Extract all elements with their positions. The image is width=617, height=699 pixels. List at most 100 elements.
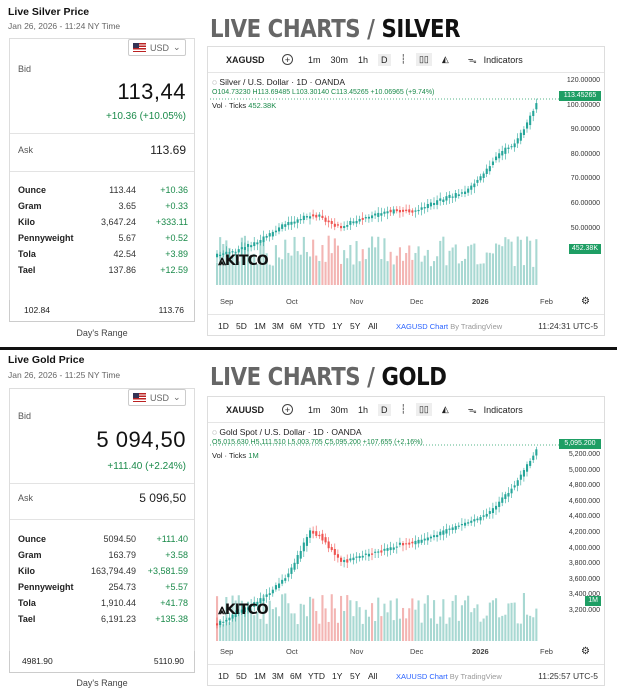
candle	[405, 543, 408, 545]
volume-bar	[454, 244, 457, 285]
volume-bar	[219, 237, 222, 285]
tradingview-credit[interactable]: XAUUSD Chart By TradingView	[396, 672, 502, 681]
volume-bar	[442, 599, 445, 641]
unit-row: Tael 6,191.23 +135.38	[18, 614, 188, 624]
candle-style-icon[interactable]: ▯▯	[415, 53, 432, 66]
range-all[interactable]: All	[368, 671, 378, 681]
candle	[364, 553, 367, 555]
range-ytd[interactable]: YTD	[308, 321, 325, 331]
range-all[interactable]: All	[368, 321, 378, 331]
indicators-button[interactable]: Indicators	[483, 404, 523, 415]
range-ytd[interactable]: YTD	[308, 671, 325, 681]
ask-price: 5 096,50	[139, 491, 186, 505]
candlestick-plot[interactable]	[210, 443, 560, 643]
chart-toolbar: XAGUSD + 1m 30m 1h D ┆ ▯▯ ◭ ᯓ Indicators	[208, 47, 604, 73]
candle	[302, 215, 305, 221]
range-1m[interactable]: 1M	[254, 671, 266, 681]
volume-bar	[367, 616, 370, 641]
range-6m[interactable]: 6M	[290, 321, 302, 331]
area-style-icon[interactable]: ◭	[441, 54, 449, 64]
interval-1m[interactable]: 1m	[308, 404, 321, 415]
gold-chart[interactable]: XAUUSD + 1m 30m 1h D ┆ ▯▯ ◭ ᯓ Indicators…	[207, 396, 605, 686]
candle	[358, 556, 361, 558]
candle	[507, 147, 510, 149]
range-5y[interactable]: 5Y	[350, 321, 361, 331]
range-5y[interactable]: 5Y	[350, 671, 361, 681]
candle	[482, 173, 485, 178]
interval-30m[interactable]: 30m	[330, 404, 349, 415]
chart-clock: 11:25:57 UTC-5	[538, 671, 598, 681]
indicators-button[interactable]: Indicators	[483, 54, 523, 65]
add-symbol-icon[interactable]: +	[282, 404, 293, 415]
candle	[405, 209, 408, 212]
volume-bar	[324, 261, 327, 285]
days-range: 102.84 113.76	[9, 300, 195, 322]
candle	[420, 539, 423, 543]
range-1y[interactable]: 1Y	[332, 671, 343, 681]
volume-bar	[219, 620, 222, 641]
volume-bar	[451, 600, 454, 641]
volume-bar	[526, 236, 529, 285]
area-style-icon[interactable]: ◭	[441, 404, 449, 414]
symbol-search[interactable]: XAUUSD	[226, 404, 265, 415]
candle	[374, 551, 377, 553]
candlestick-plot[interactable]	[210, 95, 560, 285]
price-tick: 3,800.000	[568, 560, 600, 568]
volume-bar	[371, 603, 374, 641]
volume-readout: Vol · Ticks 1M	[212, 451, 259, 460]
volume-bar	[243, 235, 246, 285]
indicators-icon[interactable]: ᯓ	[467, 405, 477, 415]
silver-chart[interactable]: XAGUSD + 1m 30m 1h D ┆ ▯▯ ◭ ᯓ Indicators…	[207, 46, 605, 336]
volume-bar	[408, 608, 411, 641]
time-tick: Sep	[220, 297, 234, 306]
volume-bar	[516, 623, 519, 641]
volume-bar	[240, 237, 243, 285]
candle	[237, 249, 240, 253]
bar-style-icon[interactable]: ┆	[400, 54, 406, 64]
bar-style-icon[interactable]: ┆	[400, 404, 406, 414]
volume-bar	[429, 618, 432, 641]
price-tick: 3,600.000	[568, 575, 600, 583]
range-6m[interactable]: 6M	[290, 671, 302, 681]
volume-bar	[284, 239, 287, 285]
volume-bar	[532, 617, 535, 641]
time-tick: Oct	[286, 297, 298, 306]
candle	[377, 212, 380, 217]
volume-bar	[535, 608, 538, 641]
volume-bar	[324, 608, 327, 641]
silver-headline: LIVE CHARTS / SILVER	[210, 14, 461, 43]
interval-1h[interactable]: 1h	[358, 54, 369, 65]
range-1m[interactable]: 1M	[254, 321, 266, 331]
candle-style-icon[interactable]: ▯▯	[415, 403, 432, 416]
interval-30m[interactable]: 30m	[330, 54, 349, 65]
range-1d[interactable]: 1D	[218, 321, 229, 331]
volume-bar	[237, 261, 240, 285]
symbol-search[interactable]: XAGUSD	[226, 54, 265, 65]
interval-d[interactable]: D	[378, 403, 391, 416]
price-tick: 80.00000	[570, 150, 600, 158]
settings-gear-icon[interactable]: ⚙	[581, 296, 590, 307]
time-tick: Dec	[410, 297, 424, 306]
candle	[408, 542, 411, 545]
price-tick: 3,400.000	[568, 591, 600, 599]
currency-select[interactable]: USD ⌄	[128, 389, 186, 406]
add-symbol-icon[interactable]: +	[282, 54, 293, 65]
settings-gear-icon[interactable]: ⚙	[581, 646, 590, 657]
range-1y[interactable]: 1Y	[332, 321, 343, 331]
candle	[488, 166, 491, 172]
range-5d[interactable]: 5D	[236, 321, 247, 331]
interval-1m[interactable]: 1m	[308, 54, 321, 65]
interval-1h[interactable]: 1h	[358, 404, 369, 415]
range-5d[interactable]: 5D	[236, 671, 247, 681]
indicators-icon[interactable]: ᯓ	[467, 55, 477, 65]
range-3m[interactable]: 3M	[272, 671, 284, 681]
tradingview-credit[interactable]: XAGUSD Chart By TradingView	[396, 322, 503, 331]
range-1d[interactable]: 1D	[218, 671, 229, 681]
range-3m[interactable]: 3M	[272, 321, 284, 331]
candle	[448, 194, 451, 198]
volume-bar	[479, 263, 482, 285]
currency-select[interactable]: USD ⌄	[128, 39, 186, 56]
interval-d[interactable]: D	[378, 53, 391, 66]
volume-bar	[237, 595, 240, 641]
candle	[392, 209, 395, 214]
